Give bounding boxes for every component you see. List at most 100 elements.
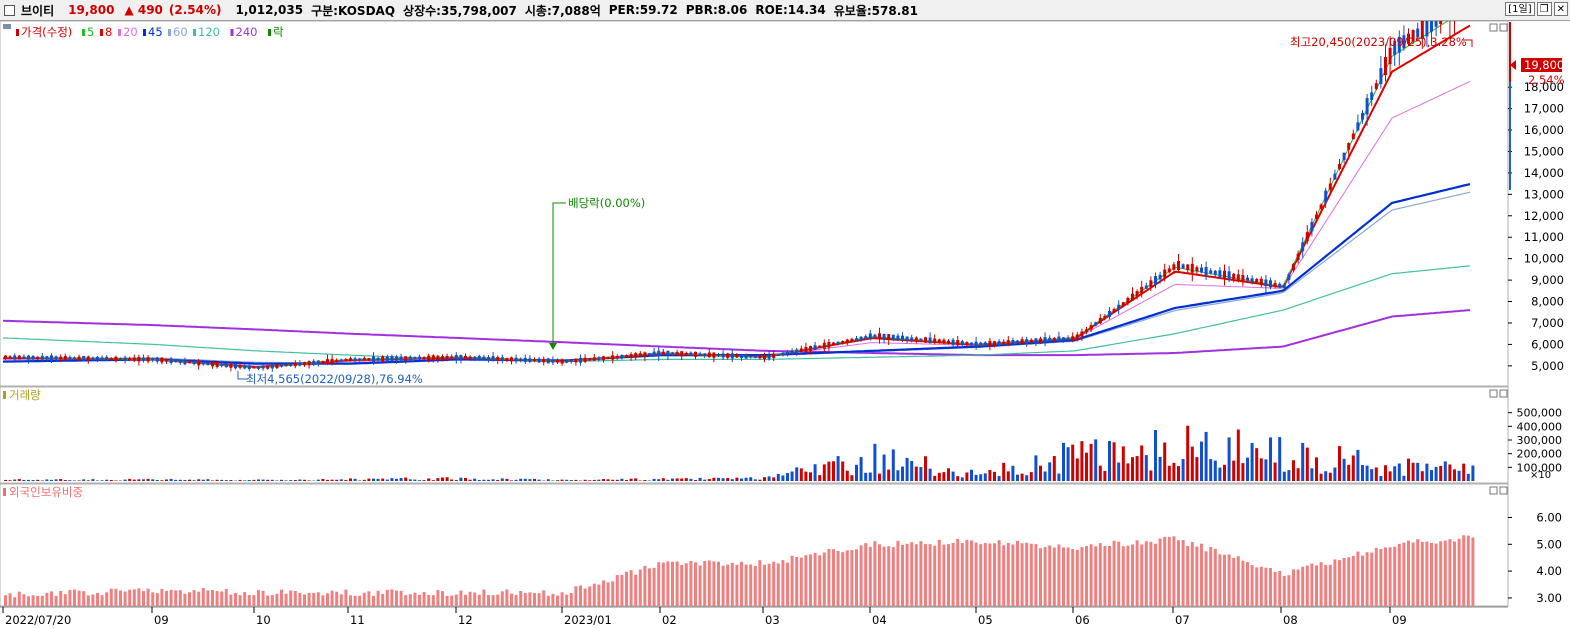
foreign-ratio-bar xyxy=(1236,556,1240,606)
foreign-ratio-bar xyxy=(712,561,716,606)
volume-bar xyxy=(910,460,914,481)
volume-bar xyxy=(367,478,371,481)
candle-body xyxy=(270,364,274,369)
candle-body xyxy=(477,355,481,361)
candle-body xyxy=(726,353,730,358)
foreign-ratio-bar xyxy=(556,595,559,606)
foreign-panel-title: 외국인보유비중 xyxy=(9,485,83,499)
volume-bar xyxy=(799,468,803,481)
foreign-ratio-bar xyxy=(316,592,320,606)
foreign-ratio-bar xyxy=(514,594,518,606)
volume-bar xyxy=(1319,473,1323,481)
select-checkbox[interactable] xyxy=(4,4,15,16)
price-tick-label: 8,000 xyxy=(1531,295,1564,309)
candle-body xyxy=(735,354,739,358)
volume-bar xyxy=(1218,467,1222,481)
volume-bar xyxy=(1071,444,1075,481)
foreign-ratio-bar xyxy=(1117,541,1121,606)
volume-bar xyxy=(620,478,624,481)
volume-bar xyxy=(77,480,81,481)
candle-body xyxy=(1149,280,1153,288)
foreign-ratio-bar xyxy=(919,541,923,606)
foreign-ratio-bar xyxy=(1434,543,1438,606)
volume-bar xyxy=(427,478,431,481)
candle-body xyxy=(266,365,270,369)
foreign-ratio-bar xyxy=(459,590,463,606)
foreign-ratio-bar xyxy=(1269,567,1272,606)
candle-body xyxy=(864,336,868,339)
foreign-ratio-bar xyxy=(721,565,725,606)
volume-bar xyxy=(1089,443,1093,481)
price-tick-label: 18,000 xyxy=(1524,80,1564,94)
candle-body xyxy=(445,355,449,360)
volume-bar xyxy=(201,479,205,481)
candle-body xyxy=(1370,92,1374,100)
price-tick-label: 12,000 xyxy=(1524,209,1564,223)
volume-bar xyxy=(1190,446,1194,481)
candle-body xyxy=(786,351,789,355)
candle-body xyxy=(178,360,182,363)
foreign-ratio-bar xyxy=(1218,554,1222,606)
volume-bar xyxy=(63,480,67,481)
candle-body xyxy=(215,362,219,367)
foreign-ratio-bar xyxy=(211,590,214,606)
foreign-ratio-bar xyxy=(1324,564,1328,606)
stock-chart[interactable]: 5,000 6,000 7,000 8,000 9,000 10,000 11,000 12,… xyxy=(0,21,1570,629)
volume-bar xyxy=(721,478,725,481)
volume-bar xyxy=(1006,471,1010,481)
foreign-ratio-bar xyxy=(818,555,822,606)
candle-body xyxy=(795,349,799,354)
foreign-ratio-bar xyxy=(1085,546,1088,606)
foreign-ratio-bar xyxy=(947,544,950,606)
foreign-ratio-bar xyxy=(1075,549,1079,606)
volume-bar xyxy=(36,479,40,481)
volume-bar xyxy=(1163,442,1167,481)
close-icon[interactable]: ✕ xyxy=(1553,2,1568,16)
period-button[interactable]: [1일] xyxy=(1505,2,1535,16)
candle-body xyxy=(753,355,757,358)
candle-body xyxy=(1397,36,1401,53)
foreign-ratio-bar xyxy=(390,589,394,606)
volume-bar xyxy=(689,478,693,481)
volume-bar xyxy=(569,480,573,481)
panel-menu-icon[interactable] xyxy=(3,24,11,29)
foreign-ratio-bar xyxy=(781,560,785,606)
foreign-ratio-bar xyxy=(1080,547,1084,606)
x-axis-labels: 2022/07/20 09 10 11 12 2023/01 02 03 04 05 06 07 08 0… xyxy=(2,607,1407,627)
foreign-ratio-bar xyxy=(795,556,799,606)
foreign-ratio-bar xyxy=(827,548,831,606)
volume-bar xyxy=(50,479,53,481)
foreign-ratio-bar xyxy=(878,544,881,606)
candle-body xyxy=(822,342,826,349)
foreign-ratio-bar xyxy=(261,590,265,606)
volume-bar xyxy=(500,478,504,481)
foreign-ratio-bar xyxy=(1071,549,1075,606)
volume-bar xyxy=(1117,462,1121,481)
volume-bar xyxy=(730,479,734,481)
volume-bar xyxy=(983,473,987,481)
restore-icon[interactable]: ❐ xyxy=(1536,2,1552,16)
volume-bar xyxy=(132,479,136,481)
candle-body xyxy=(799,348,803,353)
volume-bar xyxy=(1365,465,1369,481)
candle-body xyxy=(514,357,518,362)
volume-bar xyxy=(873,443,877,481)
candle-body xyxy=(657,350,661,357)
volume-bar xyxy=(859,457,863,481)
pbr-value: PBR:8.06 xyxy=(685,3,748,17)
foreign-ratio-bar xyxy=(1057,544,1061,606)
volume-bar xyxy=(1370,469,1374,481)
candle-body xyxy=(252,366,256,369)
foreign-ratio-bar xyxy=(1011,544,1015,606)
foreign-ratio-bar xyxy=(1273,572,1277,606)
foreign-ratio-bar xyxy=(13,597,17,606)
foreign-ratio-bar xyxy=(822,552,826,606)
foreign-ratio-bar xyxy=(523,593,527,606)
panel-controls[interactable] xyxy=(1489,23,1508,495)
candle-body xyxy=(1264,279,1268,287)
volume-bar xyxy=(868,472,872,481)
candle-body xyxy=(385,356,389,361)
volume-bar xyxy=(165,479,168,481)
candle-body xyxy=(50,355,53,361)
volume-bar xyxy=(96,480,99,481)
